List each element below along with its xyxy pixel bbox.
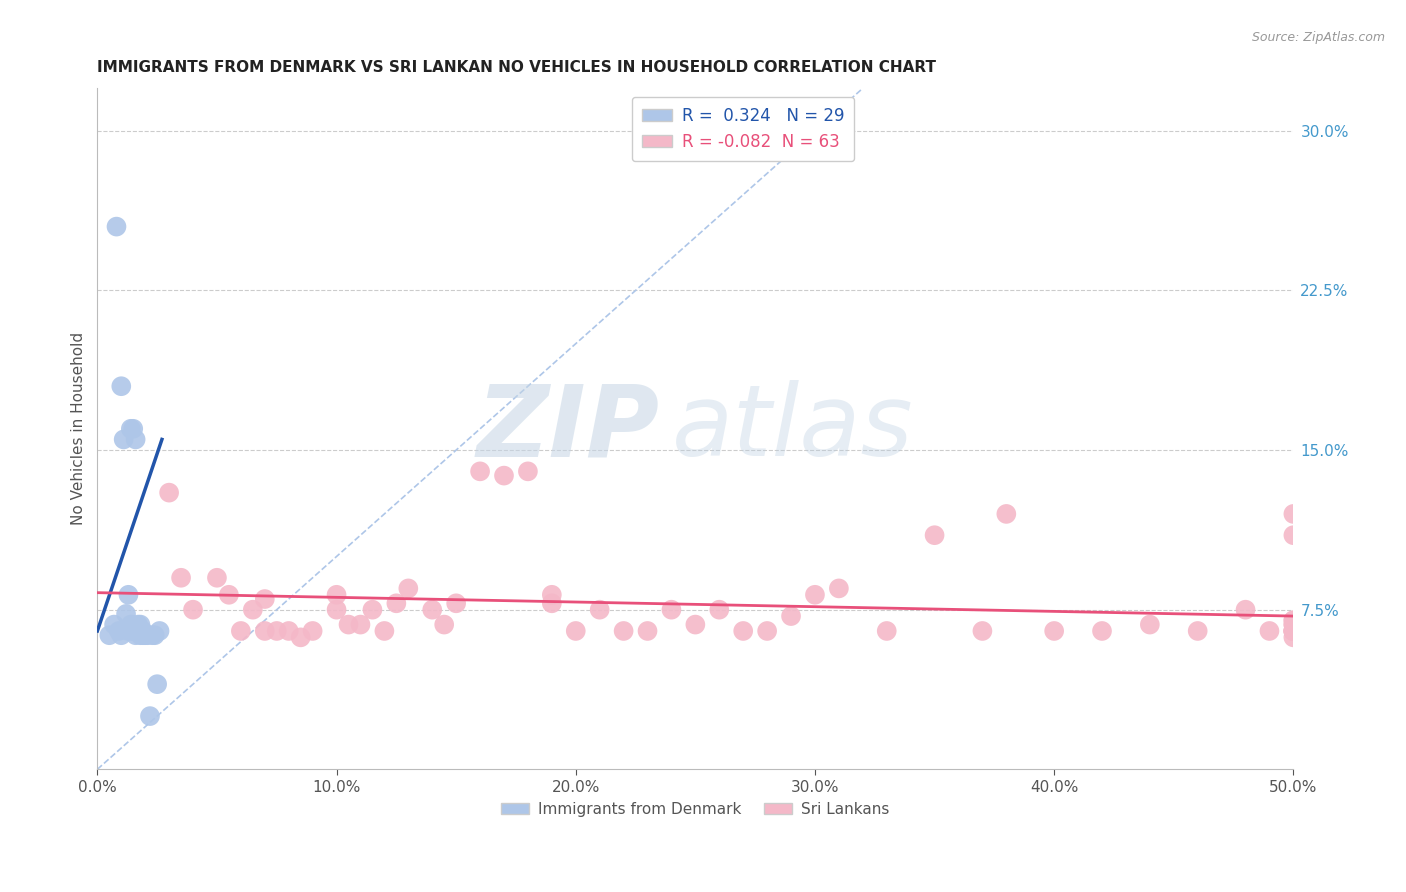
Point: [103, 617, 125, 632]
Point: [132, 628, 155, 642]
Point: [139, 709, 162, 723]
Point: [112, 433, 135, 447]
Point: [124, 433, 146, 447]
Point: [148, 624, 170, 638]
Point: [540, 588, 562, 602]
Point: [124, 628, 146, 642]
Point: [995, 507, 1018, 521]
Point: [242, 603, 264, 617]
Point: [661, 603, 683, 617]
Point: [134, 628, 156, 642]
Point: [325, 603, 347, 617]
Point: [132, 624, 155, 638]
Point: [756, 624, 779, 638]
Point: [804, 588, 827, 602]
Text: ZIP: ZIP: [477, 380, 659, 477]
Point: [205, 571, 228, 585]
Point: [129, 628, 152, 642]
Point: [468, 464, 491, 478]
Point: [1282, 624, 1305, 638]
Point: [972, 624, 994, 638]
Point: [565, 624, 588, 638]
Point: [110, 379, 132, 393]
Point: [1282, 528, 1305, 542]
Point: [1282, 617, 1305, 632]
Point: [828, 582, 851, 596]
Point: [780, 609, 803, 624]
Point: [420, 603, 443, 617]
Point: [290, 631, 312, 645]
Text: Source: ZipAtlas.com: Source: ZipAtlas.com: [1251, 31, 1385, 45]
Point: [540, 596, 562, 610]
Point: [108, 624, 131, 638]
Point: [1282, 617, 1305, 632]
Point: [396, 582, 419, 596]
Point: [1091, 624, 1114, 638]
Point: [1282, 624, 1305, 638]
Point: [613, 624, 636, 638]
Point: [122, 624, 145, 638]
Point: [266, 624, 288, 638]
Point: [1282, 507, 1305, 521]
Point: [637, 624, 659, 638]
Point: [1043, 624, 1066, 638]
Point: [1187, 624, 1209, 638]
Point: [129, 617, 152, 632]
Point: [1282, 613, 1305, 627]
Point: [98, 628, 121, 642]
Point: [157, 485, 180, 500]
Point: [589, 603, 612, 617]
Point: [1234, 603, 1257, 617]
Point: [433, 617, 456, 632]
Point: [120, 422, 142, 436]
Point: [337, 617, 360, 632]
Point: [685, 617, 707, 632]
Point: [170, 571, 193, 585]
Point: [143, 628, 166, 642]
Point: [709, 603, 731, 617]
Point: [253, 624, 276, 638]
Point: [924, 528, 946, 542]
Text: IMMIGRANTS FROM DENMARK VS SRI LANKAN NO VEHICLES IN HOUSEHOLD CORRELATION CHART: IMMIGRANTS FROM DENMARK VS SRI LANKAN NO…: [97, 60, 936, 75]
Point: [1282, 624, 1305, 638]
Point: [110, 628, 132, 642]
Point: [516, 464, 538, 478]
Point: [1282, 631, 1305, 645]
Point: [253, 592, 276, 607]
Point: [117, 588, 139, 602]
Point: [1282, 613, 1305, 627]
Point: [1258, 624, 1281, 638]
Point: [444, 596, 467, 610]
Point: [361, 603, 384, 617]
Point: [492, 468, 515, 483]
Point: [1139, 617, 1161, 632]
Point: [115, 607, 138, 621]
Legend: Immigrants from Denmark, Sri Lankans: Immigrants from Denmark, Sri Lankans: [495, 796, 896, 823]
Point: [181, 603, 204, 617]
Point: [117, 624, 139, 638]
Point: [127, 617, 149, 632]
Point: [733, 624, 755, 638]
Point: [141, 628, 163, 642]
Point: [127, 624, 149, 638]
Point: [876, 624, 898, 638]
Y-axis label: No Vehicles in Household: No Vehicles in Household: [72, 332, 86, 525]
Point: [385, 596, 408, 610]
Point: [136, 628, 159, 642]
Point: [373, 624, 395, 638]
Point: [277, 624, 299, 638]
Point: [349, 617, 371, 632]
Text: atlas: atlas: [672, 380, 912, 477]
Point: [301, 624, 323, 638]
Point: [1282, 624, 1305, 638]
Point: [1282, 624, 1305, 638]
Point: [146, 677, 169, 691]
Point: [325, 588, 347, 602]
Point: [105, 219, 128, 234]
Point: [229, 624, 252, 638]
Point: [218, 588, 240, 602]
Point: [122, 422, 145, 436]
Point: [120, 617, 142, 632]
